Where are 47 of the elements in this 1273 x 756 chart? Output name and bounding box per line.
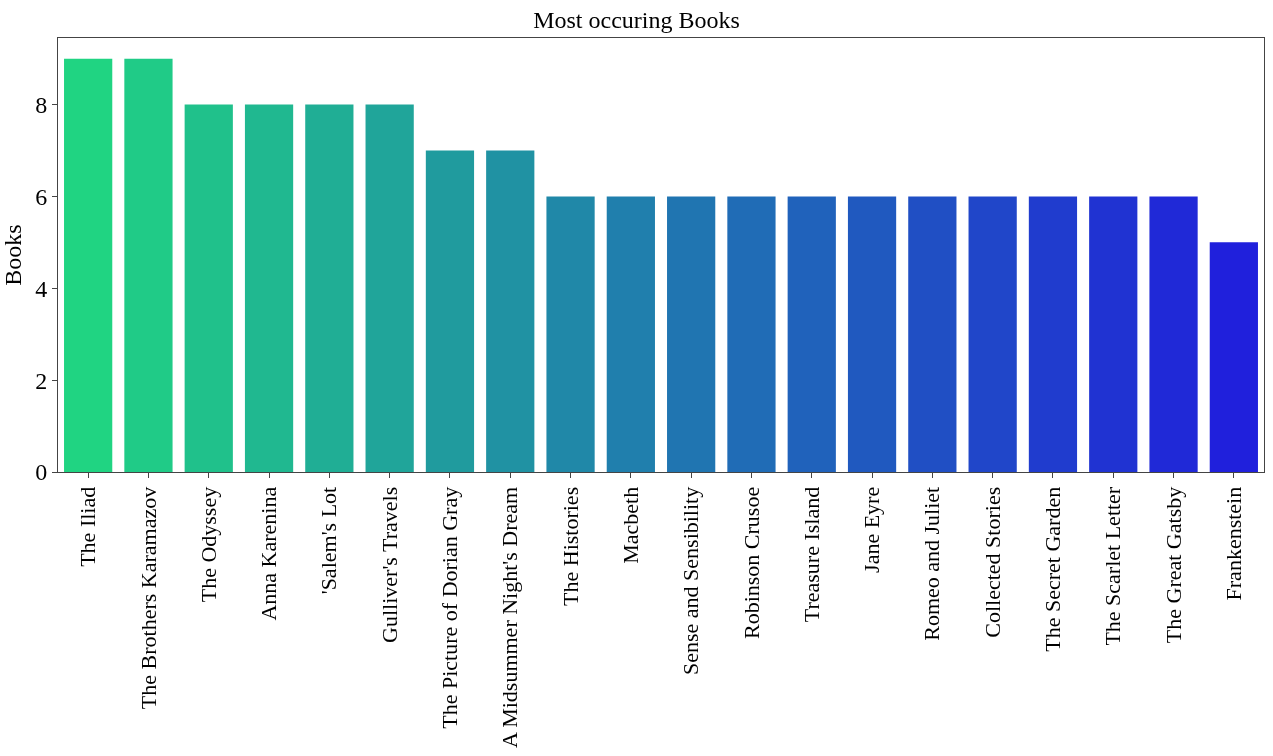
x-tick-label: Treasure Island <box>798 486 824 623</box>
x-tick-label: The Great Gatsby <box>1160 486 1186 644</box>
bar <box>305 104 354 472</box>
x-tick-label: The Picture of Dorian Gray <box>437 486 463 729</box>
x-tick-label: Macbeth <box>618 486 643 564</box>
x-tick-label: 'Salem's Lot <box>316 486 342 595</box>
bar <box>546 196 595 472</box>
x-tick-label: Anna Karenina <box>256 486 282 621</box>
bar <box>1209 242 1258 472</box>
y-tick-label: 8 <box>35 91 48 118</box>
bar <box>124 58 173 472</box>
x-tick-label: Robinson Crusoe <box>738 486 764 639</box>
bar <box>667 196 716 472</box>
x-tick-label: Frankenstein <box>1221 486 1246 601</box>
y-tick-label: 2 <box>35 367 48 394</box>
bar <box>184 104 233 472</box>
x-tick-label: A Midsummer Night's Dream <box>497 486 523 749</box>
bar <box>365 104 414 472</box>
bar <box>244 104 294 472</box>
bar <box>727 196 776 472</box>
bar <box>847 196 897 472</box>
x-tick-label: The Odyssey <box>195 486 221 603</box>
bar <box>486 150 535 472</box>
bar <box>908 196 957 472</box>
bar <box>425 150 475 472</box>
x-tick-label: Sense and Sensibility <box>678 486 704 676</box>
bar <box>787 196 836 472</box>
y-tick-label: 0 <box>35 459 48 486</box>
x-tick-label: Romeo and Juliet <box>919 486 945 641</box>
x-tick-label: Jane Eyre <box>859 486 885 573</box>
x-tick-label: The Secret Garden <box>1040 486 1066 652</box>
bar <box>606 196 655 472</box>
x-tick-label: The Iliad <box>75 486 101 567</box>
bar <box>968 196 1017 472</box>
bar <box>64 58 113 472</box>
x-tick-label: Gulliver's Travels <box>376 486 402 643</box>
bar <box>1149 196 1198 472</box>
x-tick-label: Collected Stories <box>979 486 1005 638</box>
x-tick-label: The Histories <box>557 486 583 606</box>
bar <box>1028 196 1078 472</box>
y-tick-label: 6 <box>35 183 48 210</box>
y-axis-title: Books <box>0 224 26 286</box>
x-tick-label: The Scarlet Letter <box>1100 486 1126 646</box>
bar <box>1089 196 1138 472</box>
x-tick-label: The Brothers Karamazov <box>135 486 161 710</box>
y-tick-label: 4 <box>35 275 48 302</box>
chart-title: Most occuring Books <box>533 7 740 34</box>
